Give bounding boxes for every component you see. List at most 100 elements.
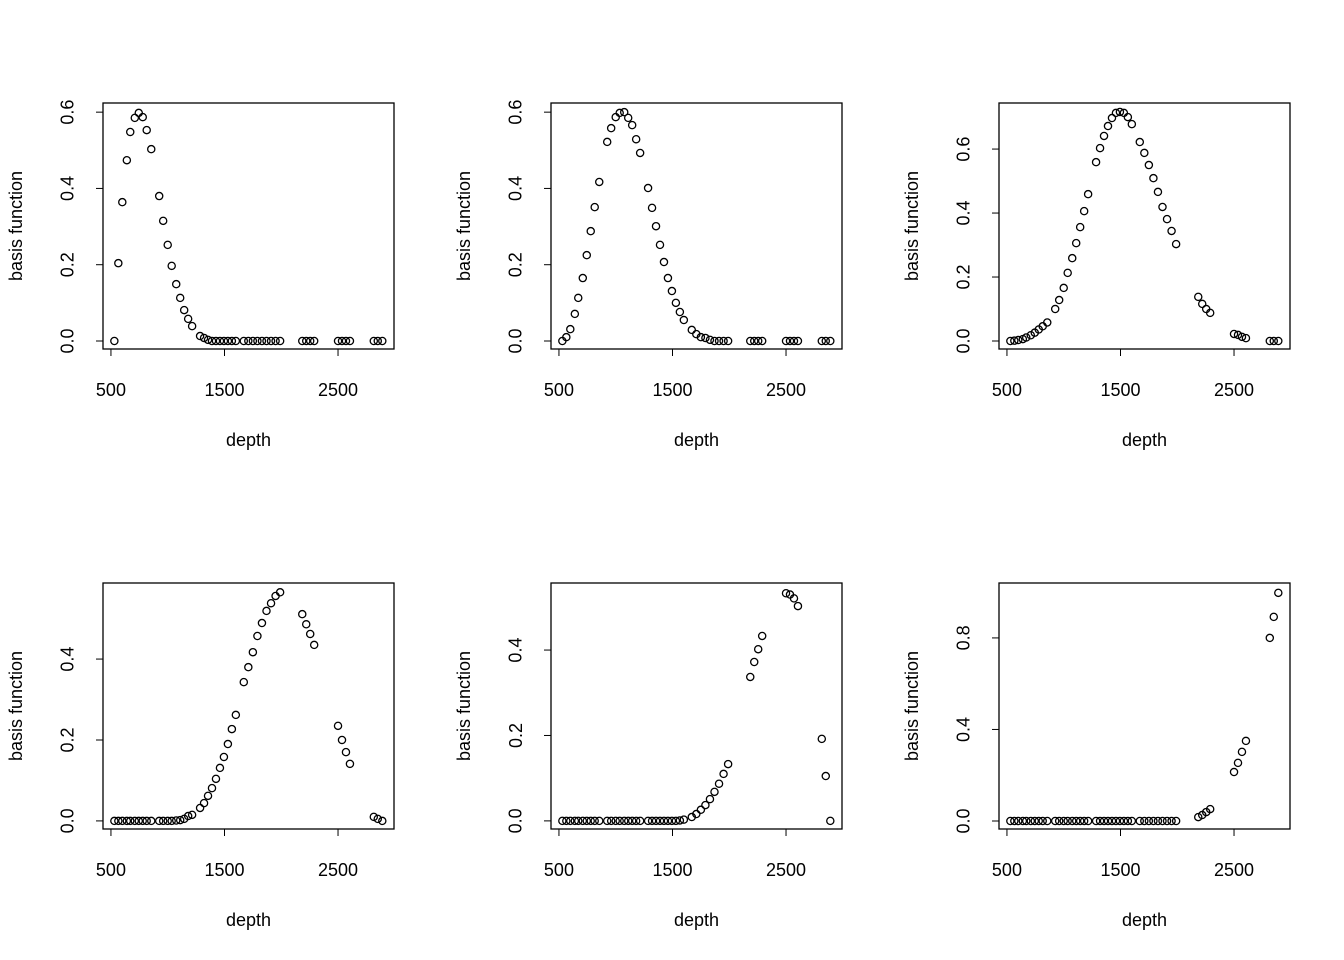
point — [134, 816, 144, 826]
point — [1063, 268, 1072, 278]
point — [142, 125, 151, 135]
point — [635, 148, 645, 158]
point — [1265, 336, 1275, 346]
point — [167, 261, 176, 271]
point — [244, 336, 253, 346]
point — [219, 752, 229, 762]
point — [211, 336, 221, 346]
point — [183, 314, 193, 324]
point — [719, 336, 728, 346]
y-tick-label: 0.2 — [506, 252, 526, 277]
point — [345, 336, 355, 346]
point — [215, 336, 225, 346]
point — [781, 589, 791, 598]
y-tick-label: 0.2 — [58, 252, 78, 277]
point — [582, 250, 592, 260]
point — [130, 816, 140, 826]
point — [793, 336, 803, 346]
point — [183, 811, 193, 821]
point — [1014, 816, 1023, 826]
point — [746, 336, 755, 346]
point — [627, 120, 637, 130]
point — [611, 112, 620, 122]
point — [1067, 816, 1077, 826]
point — [301, 620, 311, 629]
point — [590, 816, 599, 826]
point — [753, 336, 763, 346]
point — [301, 336, 311, 346]
point — [615, 816, 624, 826]
y-tick-label: 0.4 — [954, 201, 974, 226]
point — [1099, 816, 1109, 826]
point — [373, 336, 383, 346]
point — [195, 803, 205, 813]
point — [714, 779, 724, 788]
point — [1115, 816, 1125, 826]
point — [1158, 816, 1167, 826]
point — [203, 335, 213, 345]
point — [785, 336, 795, 346]
point — [1241, 333, 1251, 343]
point — [179, 305, 189, 315]
point — [595, 177, 604, 187]
point — [158, 816, 168, 826]
point — [1059, 283, 1068, 293]
point — [175, 293, 185, 303]
point — [1103, 816, 1113, 826]
point — [275, 588, 285, 597]
point — [663, 273, 673, 283]
point — [333, 721, 343, 731]
point — [1018, 816, 1028, 826]
point — [239, 336, 249, 346]
point — [675, 816, 685, 825]
point — [244, 662, 253, 672]
point — [651, 221, 661, 231]
point — [341, 747, 351, 757]
point — [207, 783, 217, 793]
point — [175, 815, 185, 825]
y-tick-label: 0.4 — [58, 647, 78, 672]
point — [373, 814, 383, 824]
point — [1127, 119, 1137, 129]
x-axis-label: depth — [674, 430, 719, 450]
point — [817, 336, 827, 346]
point — [1075, 222, 1085, 232]
point — [1171, 239, 1181, 249]
y-tick-label: 0.4 — [506, 638, 526, 663]
point — [231, 336, 241, 346]
point — [781, 336, 791, 346]
point — [687, 325, 697, 335]
y-tick-label: 0.0 — [506, 808, 526, 833]
point — [631, 816, 641, 826]
point — [1079, 206, 1089, 216]
plot-frame — [550, 582, 843, 830]
point — [1149, 816, 1158, 826]
point — [187, 810, 197, 820]
point — [1091, 816, 1101, 826]
point — [154, 816, 164, 826]
point — [1194, 812, 1203, 822]
point — [1030, 816, 1040, 826]
point — [562, 332, 571, 342]
point — [163, 240, 172, 250]
point — [1167, 816, 1176, 826]
point — [606, 816, 616, 826]
y-axis-label: basis function — [902, 171, 922, 281]
x-tick-label: 1500 — [652, 380, 692, 400]
point — [199, 798, 209, 808]
point — [142, 816, 151, 826]
point — [826, 816, 835, 826]
point — [1233, 758, 1243, 768]
point — [1149, 173, 1158, 183]
point — [211, 774, 221, 784]
point — [1237, 747, 1247, 757]
point — [602, 816, 612, 826]
point — [611, 816, 620, 826]
point — [110, 816, 119, 826]
point — [1050, 304, 1060, 314]
y-axis-label: basis function — [6, 651, 26, 761]
point — [667, 286, 677, 296]
point — [696, 332, 706, 342]
point — [1123, 816, 1133, 826]
